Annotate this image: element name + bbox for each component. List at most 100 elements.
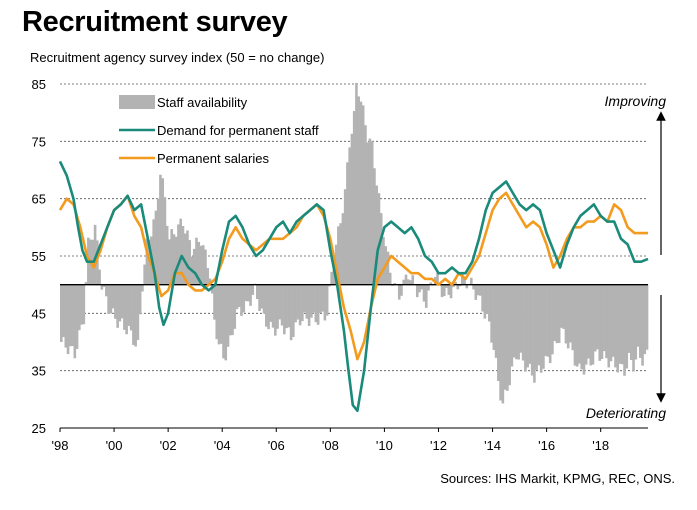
staff-availability-bar — [539, 284, 543, 373]
staff-availability-bar — [596, 284, 599, 350]
staff-availability-bar — [330, 271, 333, 285]
staff-availability-bar — [566, 284, 570, 349]
staff-availability-bar — [312, 284, 315, 313]
staff-availability-bar — [82, 284, 86, 325]
staff-availability-bar — [404, 274, 408, 285]
staff-availability-bar — [616, 284, 620, 373]
y-tick-label: 65 — [32, 192, 46, 207]
staff-availability-bar — [267, 284, 270, 330]
staff-availability-bar — [638, 284, 642, 358]
staff-availability-bar — [483, 284, 487, 319]
staff-availability-bar — [436, 272, 439, 285]
staff-availability-bar — [228, 284, 232, 336]
staff-availability-bar — [156, 198, 160, 285]
staff-availability-bar — [141, 284, 144, 292]
legend-swatch-staff — [119, 95, 155, 109]
staff-availability-bar — [75, 284, 79, 350]
staff-availability-bar — [366, 142, 369, 285]
staff-availability-bar — [201, 245, 205, 285]
staff-availability-bar — [145, 238, 149, 285]
staff-availability-bar — [174, 236, 178, 285]
staff-availability-bar — [515, 284, 518, 360]
staff-availability-bar — [481, 284, 484, 312]
staff-availability-bar — [249, 284, 252, 306]
staff-availability-bar — [578, 284, 581, 364]
staff-availability-bar — [105, 284, 108, 297]
staff-availability-bar — [422, 284, 426, 302]
chart-title: Recruitment survey — [22, 6, 288, 38]
staff-availability-bar — [645, 284, 649, 350]
staff-availability-bar — [373, 168, 376, 285]
staff-availability-bar — [287, 284, 291, 328]
y-tick-label: 85 — [32, 77, 46, 92]
staff-availability-bar — [188, 240, 192, 285]
staff-availability-bar — [618, 284, 622, 364]
staff-availability-bar — [564, 284, 568, 344]
staff-availability-bar — [235, 284, 239, 310]
staff-availability-bar — [165, 225, 169, 285]
staff-availability-bar — [521, 284, 525, 361]
legend: Staff availability Demand for permanent s… — [119, 95, 319, 166]
staff-availability-bar — [573, 284, 577, 366]
staff-availability-bar — [292, 284, 295, 337]
y-tick-label: 35 — [32, 364, 46, 379]
x-tick-label: '00 — [106, 438, 123, 453]
staff-availability-bar — [60, 284, 63, 342]
staff-availability-bar — [62, 284, 65, 338]
x-tick-label: '12 — [430, 438, 447, 453]
staff-availability-bar — [208, 278, 212, 285]
staff-availability-bar — [580, 284, 584, 370]
staff-availability-bar — [251, 284, 255, 295]
x-tick-label: '10 — [376, 438, 393, 453]
staff-availability-bar — [341, 213, 345, 285]
staff-availability-bar — [546, 284, 550, 357]
legend-label: Demand for permanent staff — [157, 123, 319, 138]
staff-availability-bar — [427, 284, 430, 291]
demand-line — [58, 160, 649, 413]
staff-availability-bar — [233, 284, 237, 329]
staff-availability-bar — [280, 284, 284, 326]
staff-availability-bar — [632, 284, 635, 372]
staff-availability-bar — [420, 284, 424, 290]
staff-availability-bar — [332, 266, 336, 285]
chart-subtitle: Recruitment agency survey index (50 = no… — [30, 50, 325, 65]
staff-availability-bar — [452, 284, 455, 288]
staff-availability-bar — [339, 223, 342, 285]
staff-availability-bar — [129, 284, 133, 331]
staff-availability-bar — [69, 284, 72, 347]
staff-availability-bar — [177, 224, 180, 285]
staff-availability-bar — [571, 284, 575, 351]
staff-availability-bar — [429, 282, 433, 285]
staff-availability-bar — [643, 284, 647, 355]
legend-label: Permanent salaries — [157, 151, 269, 166]
staff-availability-bar — [442, 284, 446, 297]
staff-availability-bar — [278, 284, 282, 320]
staff-availability-bar — [285, 284, 288, 329]
staff-availability-bar — [488, 284, 491, 322]
staff-availability-bar — [210, 284, 214, 294]
staff-availability-bar — [269, 284, 273, 322]
staff-availability-bar — [497, 284, 500, 381]
staff-availability-bar — [303, 284, 306, 313]
x-tick-label: '02 — [160, 438, 177, 453]
staff-availability-bar — [152, 219, 155, 285]
x-tick-label: '04 — [214, 438, 231, 453]
staff-availability-bar — [479, 284, 482, 296]
staff-availability-bar — [560, 284, 563, 328]
staff-availability-bar — [314, 284, 318, 323]
staff-availability-bar — [100, 284, 104, 290]
staff-availability-bar — [402, 279, 406, 285]
staff-availability-bar — [400, 284, 403, 296]
staff-availability-bar — [411, 275, 415, 285]
staff-availability-bar — [244, 284, 248, 302]
staff-availability-bar — [71, 284, 74, 347]
staff-availability-bar — [294, 284, 297, 323]
staff-availability-bar — [328, 284, 331, 287]
staff-availability-bar — [343, 189, 347, 285]
staff-availability-bar — [301, 284, 304, 322]
staff-availability-bar — [607, 284, 611, 368]
staff-availability-bar — [461, 273, 464, 285]
staff-availability-bar — [102, 284, 106, 287]
staff-availability-bars — [60, 82, 649, 404]
staff-availability-bar — [512, 284, 516, 358]
